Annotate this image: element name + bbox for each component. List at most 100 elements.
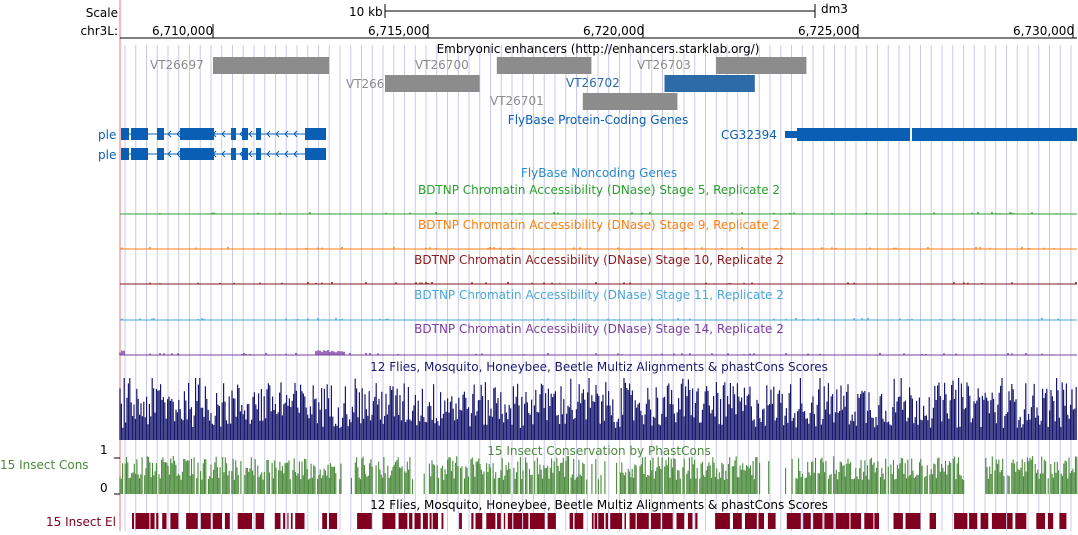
conserved-element bbox=[629, 513, 636, 529]
enhancer-label[interactable]: VT26700 bbox=[415, 58, 469, 72]
conserved-element bbox=[357, 513, 372, 529]
axis-min-label: 0 bbox=[100, 481, 108, 495]
conserved-element bbox=[733, 513, 742, 529]
conserved-element bbox=[441, 513, 444, 529]
strand-arrow bbox=[203, 130, 208, 138]
exon bbox=[242, 128, 248, 140]
conserved-element bbox=[475, 513, 483, 529]
enhancer-label[interactable]: VT26697 bbox=[150, 58, 204, 72]
strand-arrow bbox=[230, 130, 235, 138]
strand-arrow bbox=[248, 130, 253, 138]
conserved-element bbox=[429, 513, 432, 529]
enhancer-label[interactable]: VT26699 bbox=[346, 77, 400, 91]
utr bbox=[785, 131, 797, 138]
strand-arrow bbox=[284, 130, 289, 138]
exon bbox=[180, 128, 214, 140]
track-title-dnase-stage11[interactable]: BDTNP Chromatin Accessibility (DNase) St… bbox=[414, 288, 784, 302]
track-title-noncoding[interactable]: FlyBase Noncoding Genes bbox=[520, 166, 678, 180]
track-title-dnase-stage5[interactable]: BDTNP Chromatin Accessibility (DNase) St… bbox=[417, 183, 781, 197]
conserved-element bbox=[969, 513, 978, 529]
axis-max-label: 1 bbox=[100, 443, 108, 457]
multiz-wiggle bbox=[119, 378, 1077, 440]
conserved-element bbox=[786, 513, 801, 529]
signal-bars bbox=[159, 211, 1057, 214]
conserved-element bbox=[529, 513, 545, 529]
conserved-element bbox=[676, 513, 685, 529]
conserved-element bbox=[605, 513, 608, 529]
strand-arrow bbox=[230, 150, 235, 158]
exon bbox=[305, 148, 326, 160]
conserved-element bbox=[636, 513, 649, 529]
strand-arrow bbox=[212, 130, 217, 138]
conserved-element bbox=[591, 513, 594, 529]
track-title-protein-coding[interactable]: FlyBase Protein-Coding Genes bbox=[507, 113, 689, 127]
strand-arrow bbox=[185, 150, 190, 158]
enhancer-feature bbox=[582, 93, 678, 110]
gene-label-cg32394[interactable]: CG32394 bbox=[721, 128, 777, 142]
strand-arrow bbox=[176, 150, 181, 158]
track-title-enhancers[interactable]: Embryonic enhancers (http://enhancers.st… bbox=[436, 42, 760, 56]
enhancer-label-selected[interactable]: VT26702 bbox=[566, 76, 620, 90]
strand-arrow bbox=[194, 150, 199, 158]
conserved-element bbox=[1015, 513, 1027, 529]
signal-bars bbox=[149, 281, 1077, 284]
track-title-dnase-stage9[interactable]: BDTNP Chromatin Accessibility (DNase) St… bbox=[417, 218, 781, 232]
conserved-element bbox=[929, 513, 936, 529]
left-label-insect-cons[interactable]: 15 Insect Cons bbox=[0, 458, 89, 472]
conserved-element bbox=[991, 513, 1007, 529]
track-title-insect-cons[interactable]: 15 Insect Conservation by PhastCons bbox=[487, 444, 711, 458]
enhancer-label[interactable]: VT26703 bbox=[637, 58, 691, 72]
conserved-element bbox=[767, 513, 776, 529]
conserved-element bbox=[905, 513, 921, 529]
strand-arrow bbox=[257, 130, 262, 138]
conserved-element bbox=[569, 513, 574, 529]
track-title-dnase-stage10[interactable]: BDTNP Chromatin Accessibility (DNase) St… bbox=[414, 253, 784, 267]
conserved-element bbox=[274, 513, 281, 529]
conserved-element bbox=[409, 513, 413, 529]
ruler-tick-label: 6,720,000 bbox=[583, 24, 645, 38]
dnase-signal bbox=[120, 317, 1077, 321]
conserved-element bbox=[547, 513, 556, 529]
ruler-tick-label: 6,710,000 bbox=[152, 24, 214, 38]
strand-arrow bbox=[275, 130, 280, 138]
strand-arrow bbox=[203, 150, 208, 158]
strand-arrow bbox=[221, 130, 226, 138]
strand-arrow bbox=[212, 150, 217, 158]
conserved-element bbox=[1047, 513, 1054, 529]
conserved-element bbox=[283, 513, 286, 529]
strand-arrow bbox=[266, 130, 271, 138]
dnase-signal bbox=[119, 350, 1077, 356]
ruler-tick-label: 6,725,000 bbox=[798, 24, 860, 38]
gene-label-ple[interactable]: ple bbox=[98, 128, 117, 142]
conserved-element bbox=[610, 513, 623, 529]
signal-bars bbox=[121, 246, 1055, 249]
enhancer-feature bbox=[213, 57, 330, 74]
gene-label-ple[interactable]: ple bbox=[98, 148, 117, 162]
assembly-label: dm3 bbox=[821, 2, 848, 16]
insect-cons-wiggle bbox=[114, 456, 1078, 495]
track-title-insect-el[interactable]: 12 Flies, Mosquito, Honeybee, Beetle Mul… bbox=[370, 498, 828, 512]
conserved-element bbox=[1007, 513, 1013, 529]
conserved-element bbox=[758, 513, 764, 529]
conserved-element bbox=[398, 513, 408, 529]
strand-arrow bbox=[266, 150, 271, 158]
dnase-signal bbox=[120, 281, 1077, 285]
track-title-multiz[interactable]: 12 Flies, Mosquito, Honeybee, Beetle Mul… bbox=[370, 360, 828, 374]
chrom-label: chr3L: bbox=[80, 24, 119, 38]
exon bbox=[231, 128, 236, 140]
conserved-element bbox=[132, 513, 135, 529]
strand-arrow bbox=[167, 150, 172, 158]
ruler bbox=[120, 24, 1077, 39]
enhancer-label[interactable]: VT26701 bbox=[490, 94, 544, 108]
strand-arrow bbox=[239, 130, 244, 138]
conserved-element bbox=[662, 513, 673, 529]
left-label-insect-el[interactable]: 15 Insect El bbox=[46, 515, 116, 529]
conserved-element bbox=[813, 513, 823, 529]
strand-arrow bbox=[293, 150, 298, 158]
conserved-element bbox=[874, 513, 879, 529]
exon bbox=[797, 128, 910, 141]
exon bbox=[131, 128, 148, 140]
track-title-dnase-stage14[interactable]: BDTNP Chromatin Accessibility (DNase) St… bbox=[414, 322, 784, 336]
